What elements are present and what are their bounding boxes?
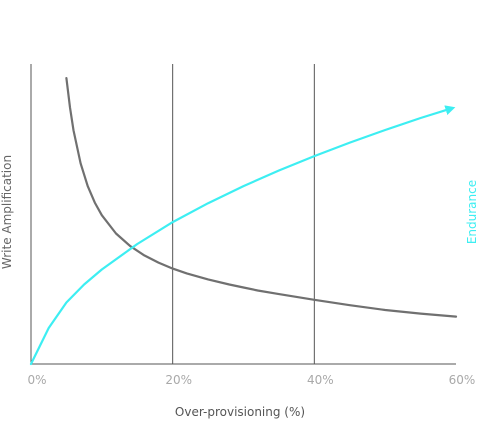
- axes: [30, 64, 456, 365]
- x-tick-label: 40%: [307, 373, 334, 387]
- series-lines: [29, 77, 458, 366]
- y-axis-title-left: Write Amplification: [0, 155, 14, 269]
- x-tick-label: 60%: [449, 373, 476, 387]
- y-axis-title-right: Endurance: [465, 180, 479, 244]
- x-tick-label: 20%: [165, 373, 192, 387]
- x-tick-label: 0%: [27, 373, 46, 387]
- series-line-write-amplification: [65, 77, 458, 318]
- series-line-endurance: [29, 105, 456, 366]
- x-tick-labels: 0% 20% 40% 60%: [27, 373, 475, 387]
- grid-lines: [172, 64, 315, 364]
- x-axis-title: Over-provisioning (%): [175, 405, 305, 419]
